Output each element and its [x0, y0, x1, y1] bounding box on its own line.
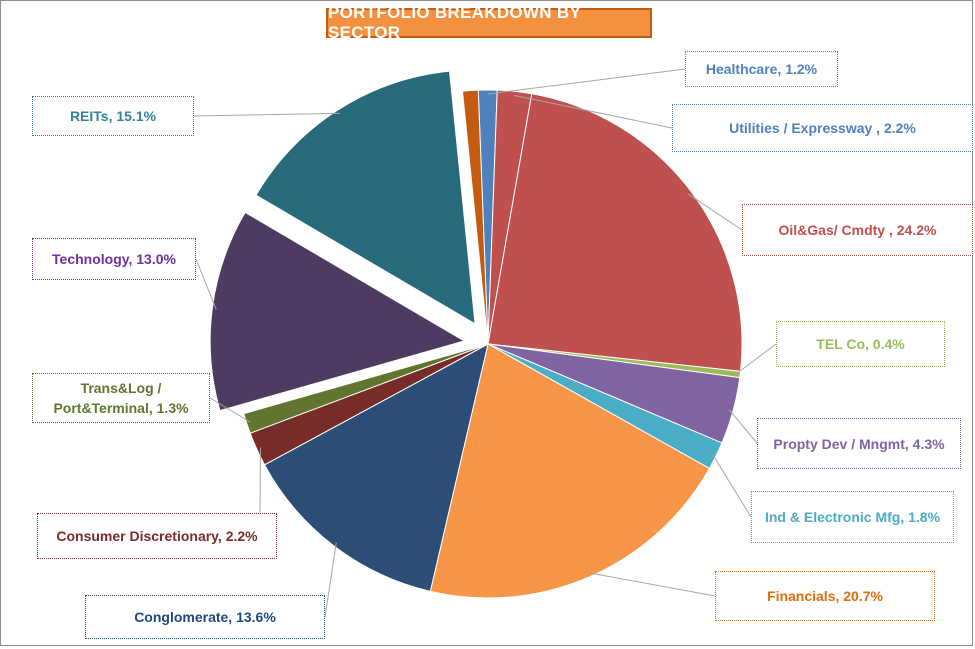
leader-line-technology [196, 259, 216, 309]
data-label-conglomerate: Conglomerate, 13.6% [85, 595, 325, 639]
leader-line-healthcare [488, 69, 685, 94]
leader-line-financials [589, 573, 715, 596]
data-label-reits: REITs, 15.1% [32, 96, 194, 136]
chart-title: PORTFOLIO BREAKDOWN BY SECTOR [326, 8, 652, 38]
leader-line-conglomerate [325, 543, 336, 617]
data-label-translog: Trans&Log / Port&Terminal, 1.3% [32, 373, 210, 423]
leader-line-indelec [712, 454, 751, 517]
leader-line-propty [729, 410, 757, 443]
data-label-indelec: Ind & Electronic Mfg, 1.8% [751, 491, 954, 543]
data-label-technology: Technology, 13.0% [32, 238, 196, 280]
data-label-telco: TEL Co, 0.4% [776, 321, 945, 367]
data-label-utilities: Utilities / Expressway , 2.2% [672, 104, 973, 152]
data-label-healthcare: Healthcare, 1.2% [685, 51, 838, 87]
data-label-financials: Financials, 20.7% [715, 571, 935, 621]
slices-layer [210, 71, 742, 598]
data-label-propty: Propty Dev / Mngmt, 4.3% [757, 418, 961, 469]
data-label-oilgas: Oil&Gas/ Cmdty , 24.2% [742, 204, 973, 256]
leader-line-reits [194, 113, 340, 116]
data-label-consumer: Consumer Discretionary, 2.2% [37, 513, 277, 559]
